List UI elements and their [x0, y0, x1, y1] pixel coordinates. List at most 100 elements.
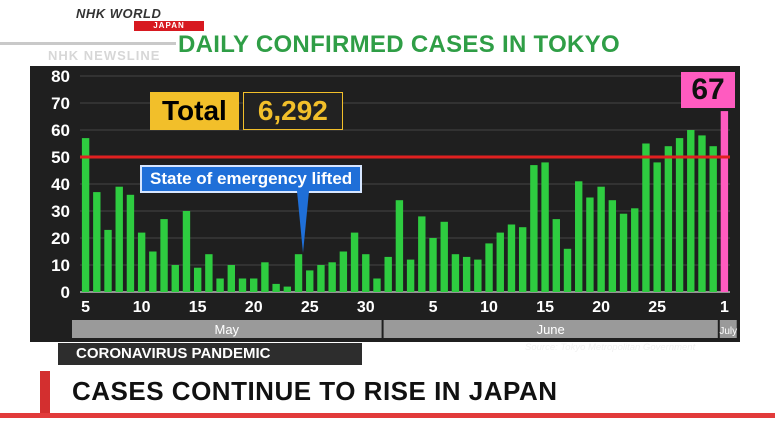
bar: [317, 265, 325, 292]
headline-bar: [0, 369, 775, 415]
source-credit: Source: Tokyo Metropolitan Government: [525, 342, 696, 353]
bar: [250, 278, 258, 292]
bar: [283, 286, 292, 292]
bar: [698, 135, 706, 292]
month-band: [719, 320, 737, 338]
bar: [339, 251, 348, 292]
bar: [182, 211, 191, 292]
bar: [563, 248, 572, 292]
x-tick-label: 10: [480, 299, 498, 316]
x-tick-label: 15: [189, 299, 207, 316]
bar: [552, 219, 560, 292]
topic-tag: CORONAVIRUS PANDEMIC: [58, 343, 362, 365]
bar: [350, 232, 359, 292]
bar: [597, 186, 605, 292]
bar: [406, 259, 415, 292]
bar: [384, 256, 392, 292]
bar: [115, 186, 123, 292]
y-tick-label: 80: [51, 67, 70, 86]
bar: [362, 254, 370, 292]
bar: [507, 224, 516, 292]
bar: [518, 227, 527, 292]
bar: [160, 219, 168, 292]
bar: [126, 194, 135, 292]
bar: [530, 165, 538, 292]
bar-latest: [720, 111, 729, 292]
x-tick-label: 20: [592, 299, 610, 316]
bar: [462, 256, 471, 292]
bar: [395, 200, 404, 292]
bar: [137, 232, 146, 292]
bar: [687, 130, 695, 292]
bottom-red-rule: [0, 413, 775, 418]
program-name: NHK NEWSLINE: [48, 48, 161, 63]
bar: [104, 229, 112, 292]
x-tick-label: 1: [720, 299, 729, 316]
y-tick-label: 30: [51, 202, 70, 221]
month-label: May: [215, 322, 240, 337]
headline-accent: [40, 371, 50, 413]
bar: [485, 243, 493, 292]
bar: [709, 146, 717, 292]
bar: [619, 213, 628, 292]
bar: [631, 208, 639, 292]
broadcaster-logo: NHK WORLD JAPAN: [38, 6, 204, 46]
bar: [373, 278, 381, 292]
bar: [608, 200, 617, 292]
bar: [429, 238, 437, 292]
bar: [451, 254, 460, 292]
chart-panel: 0 10 20 30 40 50 60 70 80 5 10 15 20 25 30 5 10 15 20 25 1 Ma…: [30, 66, 740, 342]
bar: [496, 232, 504, 292]
logo-subtext: JAPAN: [134, 21, 204, 31]
x-tick-label: 25: [301, 299, 319, 316]
total-box: Total 6,292: [150, 92, 343, 130]
bar: [474, 259, 482, 292]
chart-title: DAILY CONFIRMED CASES IN TOKYO: [178, 31, 620, 58]
x-tick-label: 10: [133, 299, 151, 316]
total-label: Total: [150, 92, 239, 130]
total-value: 6,292: [242, 92, 343, 130]
bar: [272, 283, 280, 292]
x-tick-label: 20: [245, 299, 263, 316]
bar: [294, 254, 303, 292]
y-tick-label: 60: [51, 121, 70, 140]
y-tick-label: 10: [51, 256, 70, 275]
bar: [664, 146, 673, 292]
bar: [328, 262, 336, 292]
x-tick-label: 15: [536, 299, 554, 316]
headline: CASES CONTINUE TO RISE IN JAPAN: [72, 376, 558, 406]
bar: [541, 162, 549, 292]
bar: [653, 162, 661, 292]
latest-value-label: 67: [681, 72, 735, 108]
month-label: July: [719, 326, 737, 337]
bar: [575, 181, 583, 292]
x-tick-label: 25: [648, 299, 666, 316]
month-band: [72, 320, 382, 338]
y-tick-label: 50: [51, 148, 70, 167]
header-band: [0, 0, 775, 66]
bar: [586, 197, 594, 292]
y-tick-label: 40: [51, 175, 70, 194]
annotation-pointer: [297, 191, 309, 253]
x-tick-label: 5: [429, 299, 438, 316]
y-tick-label: 20: [51, 229, 70, 248]
bar: [93, 192, 101, 292]
bar: [306, 270, 314, 292]
bar: [642, 143, 650, 292]
bar-chart: 0 10 20 30 40 50 60 70 80 5 10 15 20 25 30 5 10 15 20 25 1 Ma…: [51, 67, 737, 338]
month-band: [383, 320, 718, 338]
bar: [216, 278, 224, 292]
bar: [81, 138, 90, 292]
bar: [193, 267, 202, 292]
bar: [261, 262, 269, 292]
y-tick-label: 0: [61, 283, 70, 302]
bar: [418, 216, 426, 292]
month-label: June: [537, 322, 565, 337]
bar: [149, 251, 157, 292]
bar: [675, 138, 684, 292]
y-tick-label: 70: [51, 94, 70, 113]
x-tick-label: 5: [81, 299, 90, 316]
bar: [227, 265, 235, 292]
bar: [171, 265, 179, 292]
emergency-lifted-annotation: State of emergency lifted: [140, 165, 363, 193]
